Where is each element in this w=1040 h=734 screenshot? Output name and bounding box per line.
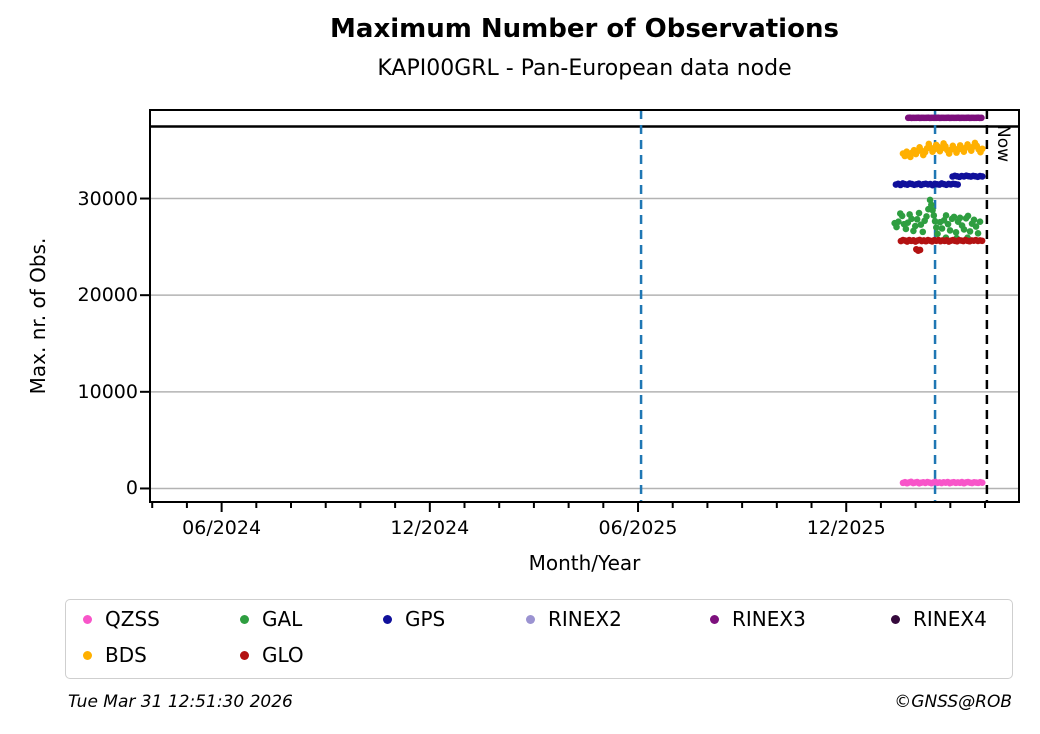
legend-item-qzss: QZSS [83, 606, 160, 632]
data-point-gal [928, 201, 935, 209]
data-point-gps [954, 181, 962, 188]
data-point-gal [911, 222, 919, 230]
legend-label-gps: GPS [405, 607, 446, 631]
y-tick-label-20000: 20000 [77, 284, 138, 307]
legend-marker-bds-icon [83, 650, 92, 660]
plot-canvas [140, 109, 1020, 512]
data-point-gal [950, 213, 958, 221]
legend-marker-rinex4-icon [891, 614, 900, 624]
legend-marker-gps-icon [383, 614, 392, 624]
data-point-gal [972, 223, 980, 230]
data-point-rinex3 [978, 114, 985, 122]
data-point-gal [938, 225, 946, 232]
data-point-gal [933, 224, 940, 231]
data-point-gal [919, 228, 927, 236]
data-point-gal [915, 209, 923, 217]
legend-item-gps: GPS [383, 606, 445, 632]
legend-marker-rinex3-icon [710, 614, 719, 624]
x-tick-label-06-2024: 06/2024 [182, 517, 262, 539]
x-tick-label-12-2024: 12/2024 [390, 517, 470, 539]
legend-item-rinex4: RINEX4 [891, 606, 987, 632]
data-point-gal [908, 215, 915, 223]
data-point-glo [916, 246, 924, 254]
legend-marker-glo-icon [240, 650, 249, 660]
data-point-gal [970, 216, 978, 224]
footer-timestamp: Tue Mar 31 12:51:30 2026 [68, 692, 293, 712]
x-axis-label: Month/Year [528, 551, 641, 575]
legend-label-rinex3: RINEX3 [732, 607, 806, 631]
data-point-gal [956, 214, 964, 222]
legend-item-rinex3: RINEX3 [710, 606, 806, 632]
x-tick-label-12-2025: 12/2025 [806, 517, 886, 539]
data-point-gal [929, 206, 936, 214]
data-point-gal [931, 217, 939, 225]
legend-label-rinex4: RINEX4 [913, 607, 987, 631]
footer-credit: ©GNSS@ROB [894, 692, 1012, 712]
data-point-gal [952, 229, 960, 236]
data-point-gal [923, 213, 930, 220]
legend-item-rinex2: RINEX2 [526, 606, 622, 632]
data-point-gal [930, 212, 938, 219]
legend-marker-gal-icon [240, 614, 249, 624]
data-point-gal [976, 218, 984, 226]
data-point-glo [978, 237, 986, 245]
legend-item-gal: GAL [240, 606, 302, 632]
data-point-gal [913, 216, 921, 223]
data-point-gal [902, 225, 910, 233]
legend-item-bds: BDS [83, 642, 147, 668]
data-point-gal [946, 227, 954, 234]
data-point-gal [895, 218, 902, 226]
data-point-gal [964, 212, 972, 220]
legend-box [65, 599, 1013, 679]
data-point-gal [942, 212, 950, 219]
data-point-gal [966, 228, 974, 235]
y-tick-label-10000: 10000 [77, 380, 138, 403]
y-tick-label-30000: 30000 [77, 187, 138, 210]
data-point-bds [979, 145, 986, 153]
data-point-gal [944, 220, 952, 228]
data-point-gps [979, 173, 986, 180]
now-line-label: Now [993, 125, 1013, 163]
legend-label-glo: GLO [262, 643, 304, 667]
legend-marker-qzss-icon [83, 614, 92, 624]
legend-label-qzss: QZSS [105, 607, 160, 631]
data-point-gal [960, 226, 968, 233]
data-point-qzss [978, 479, 986, 486]
legend-item-glo: GLO [240, 642, 304, 668]
chart-title: Maximum Number of Observations [330, 14, 839, 44]
chart-subtitle: KAPI00GRL - Pan-European data node [377, 56, 792, 81]
legend-label-bds: BDS [105, 643, 147, 667]
data-point-gal [934, 230, 941, 238]
data-point-gal [893, 223, 900, 231]
legend-label-rinex2: RINEX2 [548, 607, 622, 631]
data-point-gal [974, 230, 982, 237]
data-point-gal [898, 212, 906, 220]
legend-label-gal: GAL [262, 607, 303, 631]
y-tick-label-0: 0 [125, 477, 138, 500]
legend-marker-rinex2-icon [526, 614, 535, 624]
plot-border [149, 109, 1020, 503]
x-tick-label-06-2025: 06/2025 [598, 517, 678, 539]
